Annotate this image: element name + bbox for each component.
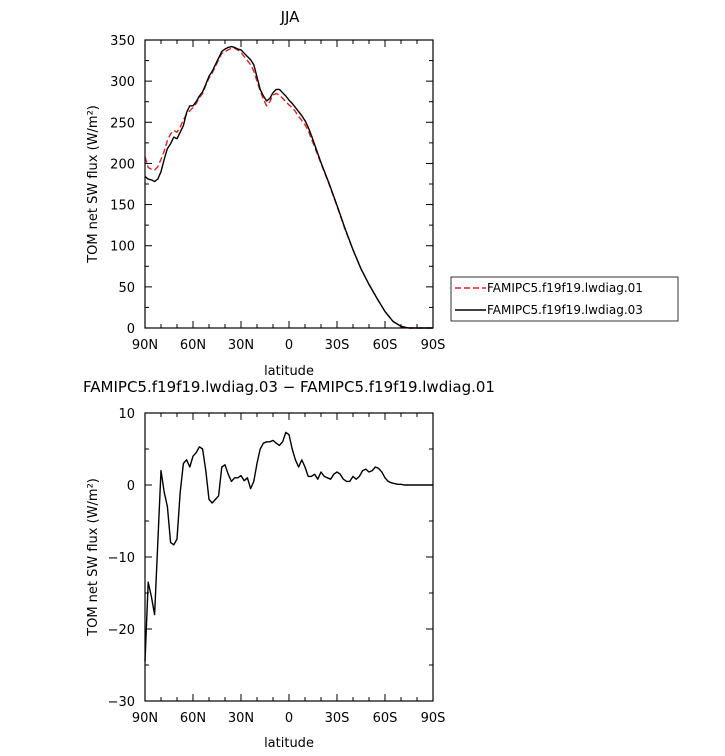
bottom-x-tick-label: 30S xyxy=(325,711,350,726)
top-y-tick-label: 350 xyxy=(110,34,135,49)
legend: FAMIPC5.f19f19.lwdiag.01 FAMIPC5.f19f19.… xyxy=(450,276,679,322)
top-x-tick-label: 90S xyxy=(421,338,446,353)
bottom-x-tick-label: 90S xyxy=(421,711,446,726)
legend-label-lwdiag-03: FAMIPC5.f19f19.lwdiag.03 xyxy=(487,303,643,317)
top-x-axis-label: latitude xyxy=(264,364,314,379)
top-y-tick-label: 50 xyxy=(118,281,135,296)
top-x-tick-label: 0 xyxy=(285,338,293,353)
top-chart-title: JJA xyxy=(280,8,301,26)
top-y-tick-label: 0 xyxy=(127,322,135,337)
top-series-line-1 xyxy=(144,47,433,329)
bottom-plot-frame xyxy=(144,412,434,702)
bottom-panel: FAMIPC5.f19f19.lwdiag.03 − FAMIPC5.f19f1… xyxy=(83,378,495,751)
bottom-x-axis-label: latitude xyxy=(264,736,314,751)
bottom-x-tick-label: 60N xyxy=(180,711,206,726)
top-y-axis-label: TOM net SW flux (W/m²) xyxy=(86,105,101,264)
bottom-chart-title: FAMIPC5.f19f19.lwdiag.03 − FAMIPC5.f19f1… xyxy=(83,378,495,396)
bottom-y-tick-label: −10 xyxy=(108,551,135,566)
top-x-tick-label: 90N xyxy=(132,338,158,353)
top-y-tick-label: 150 xyxy=(110,199,135,214)
top-x-tick-label: 60S xyxy=(373,338,398,353)
bottom-y-axis-label: TOM net SW flux (W/m²) xyxy=(86,478,101,637)
bottom-x-tick-label: 30N xyxy=(228,711,254,726)
bottom-y-tick-label: 0 xyxy=(127,479,135,494)
bottom-x-tick-label: 60S xyxy=(373,711,398,726)
top-series-lines xyxy=(144,45,433,329)
top-y-tick-label: 300 xyxy=(110,75,135,90)
top-y-tick-label: 250 xyxy=(110,116,135,131)
top-x-tick-label: 30S xyxy=(325,338,350,353)
bottom-y-tick-label: 10 xyxy=(118,407,135,422)
top-y-tick-label: 100 xyxy=(110,240,135,255)
bottom-x-tick-label: 0 xyxy=(285,711,293,726)
top-x-tick-label: 30N xyxy=(228,338,254,353)
top-y-tick-label: 200 xyxy=(110,157,135,172)
bottom-axis-ticks: 90N 60N 30N 0 30S 60S 90S −30 −20 −10 0 10 xyxy=(108,407,446,726)
top-panel: JJA 90N 60N 30N 0 30S 60S 90S 0 50 100 150 200 250 30… xyxy=(86,8,679,379)
legend-label-lwdiag-01: FAMIPC5.f19f19.lwdiag.01 xyxy=(487,281,643,295)
bottom-series-line-1 xyxy=(144,431,433,662)
legend-box xyxy=(450,276,679,322)
top-plot-frame xyxy=(144,39,434,329)
top-x-tick-label: 60N xyxy=(180,338,206,353)
top-series-line-2 xyxy=(144,45,433,329)
top-axis-ticks: 90N 60N 30N 0 30S 60S 90S 0 50 100 150 200 250 300 350 xyxy=(110,34,445,353)
bottom-x-tick-label: 90N xyxy=(132,711,158,726)
bottom-y-tick-label: −20 xyxy=(108,623,135,638)
bottom-y-tick-label: −30 xyxy=(108,695,135,710)
bottom-series-lines xyxy=(144,431,433,662)
